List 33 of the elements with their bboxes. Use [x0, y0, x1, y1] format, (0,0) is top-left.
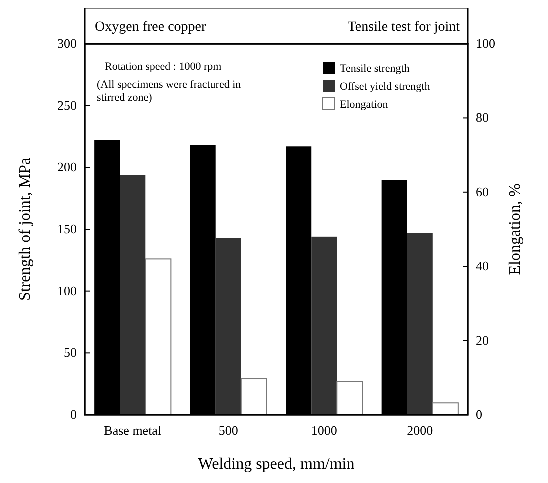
bar	[240, 378, 268, 416]
y-tick-label: 100	[58, 283, 77, 298]
bar	[432, 402, 459, 416]
x-axis-title: Welding speed, mm/min	[198, 456, 355, 473]
x-tick-label: 500	[218, 423, 238, 438]
y-axis-title: Strength of joint, MPa	[17, 158, 34, 302]
y2-tick-label: 0	[476, 407, 482, 422]
bar	[216, 238, 242, 415]
annotation: (All specimens were fractured in stirred zone)	[97, 79, 242, 104]
y2-tick-label: 80	[476, 110, 489, 126]
x-tick-label: 2000	[407, 423, 434, 438]
y2-tick-label: 100	[476, 36, 496, 51]
legend-label: Tensile strength	[340, 63, 410, 75]
y-tick-label: 300	[58, 36, 77, 51]
y2-axis-title: Elongation, %	[507, 184, 524, 276]
bar	[336, 381, 364, 416]
y-tick-label: 250	[58, 98, 77, 113]
x-tick-label: Base metal	[104, 423, 162, 438]
annotation: Rotation speed : 1000 rpm	[105, 61, 222, 73]
chart-title: Oxygen free copper	[95, 20, 207, 35]
y2-tick-label: 20	[476, 332, 489, 348]
bar	[407, 233, 433, 415]
bar	[312, 236, 338, 415]
y2-tick-label: 60	[476, 184, 489, 200]
legend-label: Elongation	[340, 99, 389, 111]
y2-tick-label: 40	[476, 258, 489, 274]
chart-subtitle: Tensile test for joint	[348, 20, 460, 35]
y-tick-label: 0	[70, 407, 77, 422]
y-tick-label: 50	[64, 345, 77, 360]
legend-label: Offset yield strength	[340, 81, 431, 93]
y-tick-label: 150	[58, 222, 77, 236]
y-tick-label: 200	[58, 160, 77, 175]
x-tick-label: 1000	[311, 423, 338, 438]
